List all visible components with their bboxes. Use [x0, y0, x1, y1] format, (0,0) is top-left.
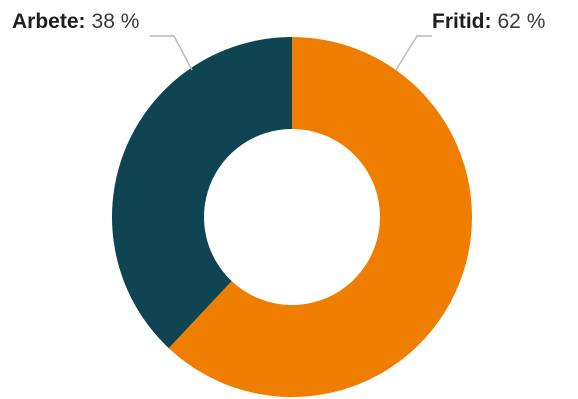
- slice-value-arbete: 38 %: [92, 10, 140, 33]
- donut-slice-arbete: [111, 37, 292, 349]
- slice-label-arbete: Arbete: 38 %: [12, 10, 139, 33]
- slice-name-arbete: Arbete: [12, 10, 79, 33]
- leader-line-fritid: [395, 35, 432, 71]
- donut-slices: [111, 37, 472, 397]
- slice-separator-arbete: :: [79, 10, 86, 33]
- slice-separator-fritid: :: [485, 10, 492, 33]
- donut-slice-fritid: [168, 37, 472, 397]
- slice-name-fritid: Fritid: [432, 10, 485, 33]
- slice-label-fritid: Fritid: 62 %: [432, 10, 545, 33]
- slice-value-fritid: 62 %: [498, 10, 546, 33]
- leader-line-arbete: [150, 35, 193, 71]
